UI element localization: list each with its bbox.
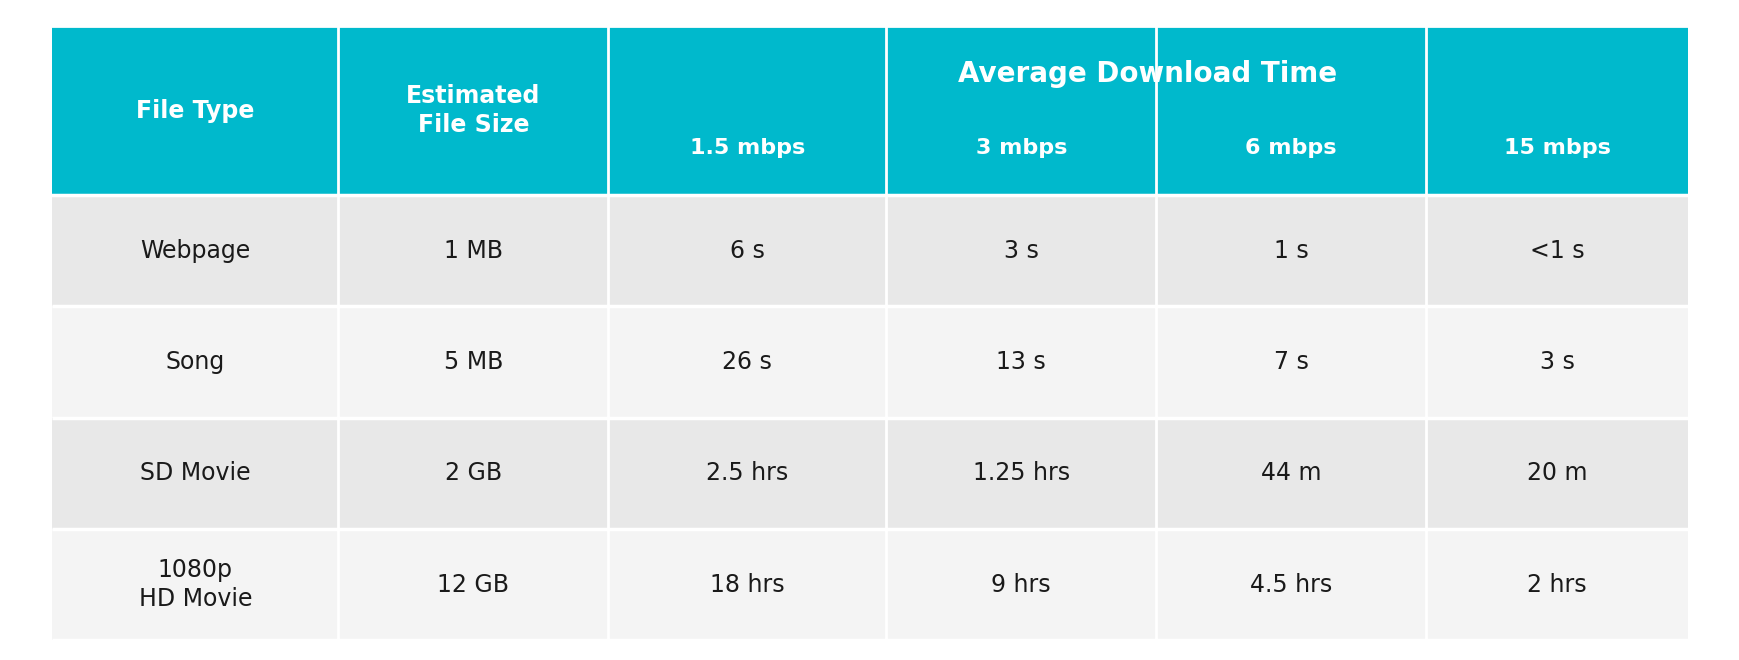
- Text: SD Movie: SD Movie: [139, 461, 250, 485]
- Text: 13 s: 13 s: [996, 350, 1045, 374]
- Text: <1 s: <1 s: [1529, 239, 1582, 263]
- Text: 20 m: 20 m: [1525, 461, 1586, 485]
- Text: 9 hrs: 9 hrs: [991, 573, 1050, 597]
- Text: 44 m: 44 m: [1261, 461, 1320, 485]
- Text: Song: Song: [165, 350, 224, 374]
- Text: 4.5 hrs: 4.5 hrs: [1249, 573, 1332, 597]
- Bar: [52, 195, 1687, 306]
- Text: 26 s: 26 s: [722, 350, 772, 374]
- Bar: [52, 529, 1687, 640]
- Text: 2.5 hrs: 2.5 hrs: [706, 461, 788, 485]
- Text: Webpage: Webpage: [141, 239, 250, 263]
- Text: 3 s: 3 s: [1539, 350, 1574, 374]
- Text: 3 mbps: 3 mbps: [976, 138, 1066, 158]
- Text: 1080p
HD Movie: 1080p HD Movie: [139, 558, 252, 611]
- Text: File Type: File Type: [136, 99, 254, 123]
- Text: 18 hrs: 18 hrs: [710, 573, 784, 597]
- Text: 7 s: 7 s: [1273, 350, 1308, 374]
- Text: 6 s: 6 s: [729, 239, 765, 263]
- Text: 1.25 hrs: 1.25 hrs: [972, 461, 1069, 485]
- Text: 2 hrs: 2 hrs: [1527, 573, 1586, 597]
- Text: Estimated
File Size: Estimated File Size: [405, 84, 541, 137]
- Text: 12 GB: 12 GB: [436, 573, 510, 597]
- Bar: [52, 306, 1687, 418]
- Text: Average Download Time: Average Download Time: [958, 59, 1337, 88]
- Text: 6 mbps: 6 mbps: [1245, 138, 1336, 158]
- Text: 2 GB: 2 GB: [445, 461, 501, 485]
- Text: 1 s: 1 s: [1273, 239, 1308, 263]
- Text: 3 s: 3 s: [1003, 239, 1038, 263]
- Text: 15 mbps: 15 mbps: [1502, 138, 1610, 158]
- Text: 1 MB: 1 MB: [443, 239, 503, 263]
- Bar: [52, 418, 1687, 529]
- Bar: [52, 26, 1687, 195]
- Text: 1.5 mbps: 1.5 mbps: [689, 138, 805, 158]
- Text: 5 MB: 5 MB: [443, 350, 503, 374]
